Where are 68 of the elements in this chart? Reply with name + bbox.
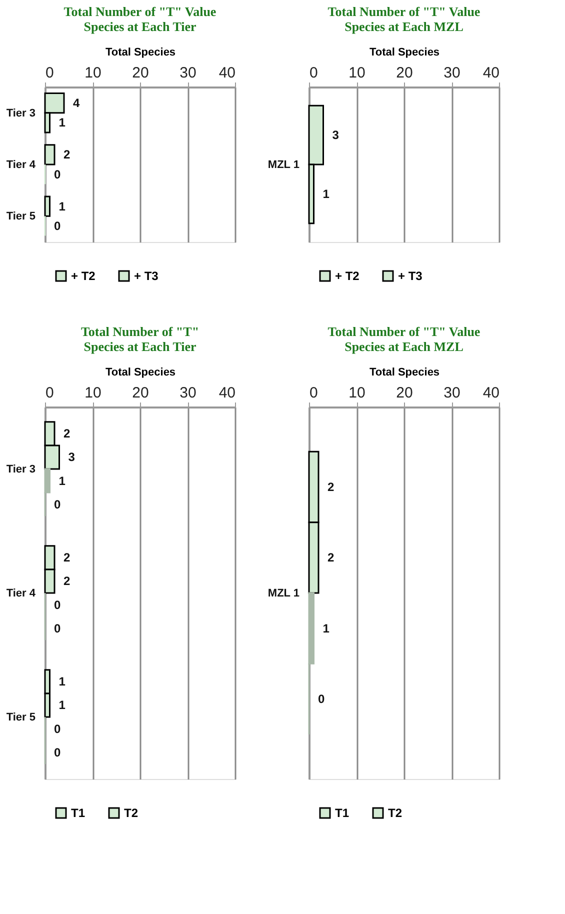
data-label: 3 — [332, 128, 340, 142]
x-tick-label: 40 — [218, 384, 236, 402]
data-label: 2 — [328, 480, 334, 494]
y-tick-label: Tier 5 — [6, 712, 36, 724]
data-label: 2 — [64, 550, 70, 565]
legend-label: + T3 — [398, 269, 423, 283]
legend-label: T2 — [124, 806, 138, 820]
data-label: 0 — [54, 497, 61, 512]
data-label: 1 — [58, 474, 66, 488]
x-tick-label: 10 — [348, 64, 366, 82]
data-label: 1 — [322, 621, 330, 636]
legend-label: T1 — [335, 806, 350, 820]
y-tick-label: Tier 5 — [6, 210, 36, 223]
legend-label: + T3 — [134, 269, 159, 283]
x-tick-label: 20 — [396, 384, 413, 402]
y-tick-label: Tier 3 — [6, 464, 36, 476]
data-label: 4 — [73, 96, 80, 110]
x-tick-label: 30 — [180, 64, 196, 82]
x-tick-label: 40 — [482, 384, 500, 402]
x-tick-label: 20 — [132, 64, 149, 82]
data-label: 0 — [54, 722, 61, 736]
data-label: 3 — [68, 450, 76, 464]
data-label: 1 — [58, 199, 66, 214]
data-label: 0 — [54, 745, 61, 760]
data-label: 2 — [64, 426, 70, 441]
x-tick-label: 30 — [180, 384, 196, 402]
x-tick-label: 0 — [46, 64, 54, 82]
y-tick-label: Tier 3 — [6, 107, 36, 120]
data-label: 0 — [318, 692, 325, 706]
data-label: 0 — [54, 167, 61, 182]
x-tick-label: 10 — [348, 384, 366, 402]
x-tick-label: 20 — [132, 384, 149, 402]
y-tick-label: MZL 1 — [268, 588, 300, 600]
y-tick-label: Tier 4 — [6, 588, 36, 600]
legend-label: T2 — [388, 806, 402, 820]
x-tick-label: 20 — [396, 64, 413, 82]
x-axis-title: Total Species — [105, 46, 176, 58]
x-tick-label: 0 — [46, 384, 54, 402]
chart-title: Total Number of "T" Value Species at Each MZL — [328, 324, 480, 354]
x-tick-label: 40 — [218, 64, 236, 82]
data-label: 1 — [58, 698, 66, 712]
x-tick-label: 10 — [84, 384, 102, 402]
data-label: 1 — [58, 116, 66, 130]
data-label: 1 — [58, 674, 66, 689]
data-label: 0 — [54, 218, 61, 233]
chart-title: Total Number of "T" Value Species at Each Tier — [64, 4, 216, 34]
legend-label: + T2 — [71, 269, 96, 283]
y-tick-label: Tier 4 — [6, 159, 36, 171]
data-label: 1 — [322, 186, 330, 201]
legend-label: T1 — [71, 806, 86, 820]
data-label: 2 — [328, 550, 334, 565]
x-axis-title: Total Species — [369, 46, 440, 58]
x-tick-label: 30 — [444, 64, 460, 82]
data-label: 2 — [64, 574, 70, 588]
data-label: 0 — [54, 621, 61, 636]
x-tick-label: 40 — [482, 64, 500, 82]
x-axis-title: Total Species — [105, 366, 176, 378]
x-tick-label: 0 — [310, 64, 318, 82]
legend-label: + T2 — [335, 269, 360, 283]
chart-title: Total Number of "T" Value Species at Each MZL — [328, 4, 480, 34]
x-tick-label: 30 — [444, 384, 460, 402]
x-tick-label: 0 — [310, 384, 318, 402]
chart-title: Total Number of "T" Species at Each Tier — [80, 324, 200, 354]
x-tick-label: 10 — [84, 64, 102, 82]
data-label: 0 — [54, 598, 61, 612]
data-label: 2 — [64, 148, 70, 162]
x-axis-title: Total Species — [369, 366, 440, 378]
y-tick-label: MZL 1 — [268, 159, 300, 171]
